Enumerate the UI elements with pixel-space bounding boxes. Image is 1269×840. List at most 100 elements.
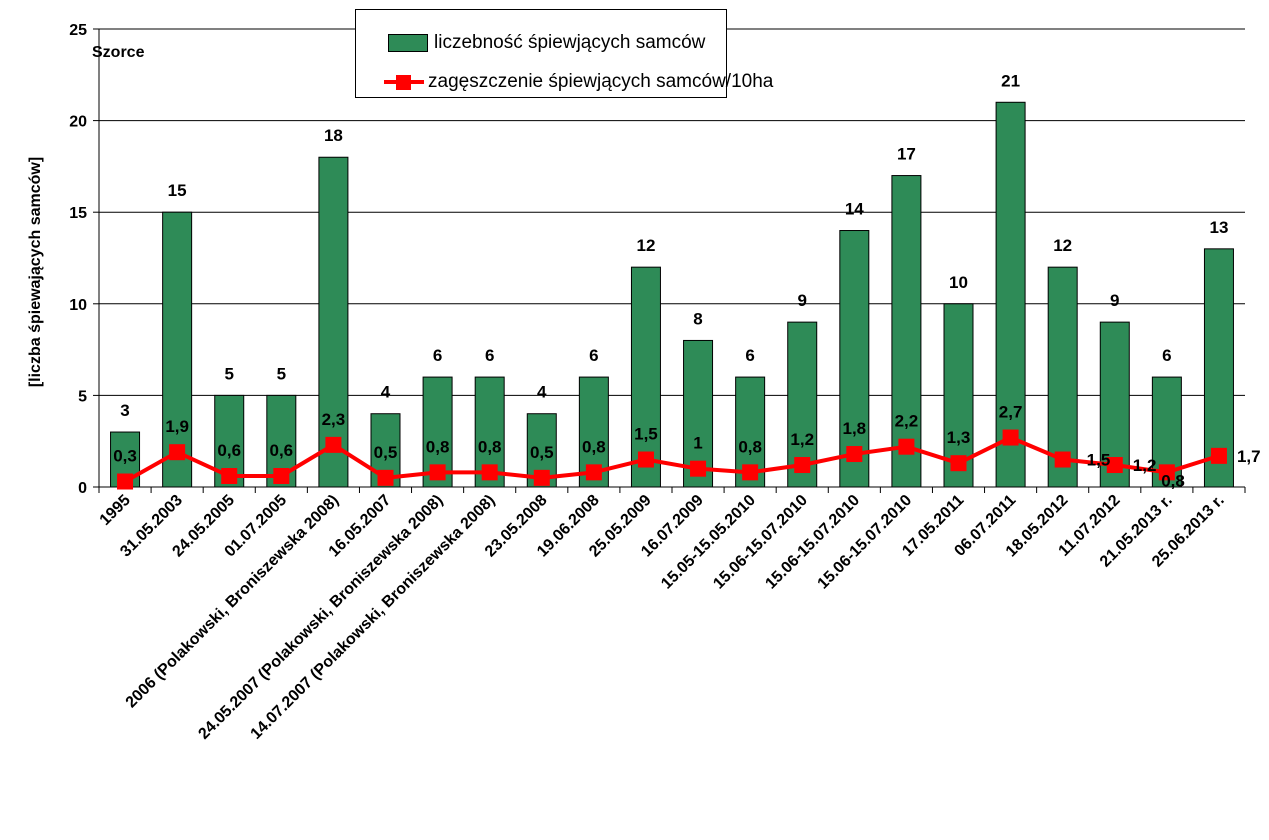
density-marker	[1158, 464, 1175, 481]
density-value-label: 1,2	[1133, 456, 1157, 475]
bar-value-label: 9	[797, 291, 806, 310]
legend-item-line: zagęszczenie śpiewjących samców/10ha	[356, 67, 773, 97]
density-marker	[117, 473, 134, 490]
x-tick-label: 15.06-15.07.2010	[815, 492, 916, 593]
legend-swatch-bar	[388, 34, 428, 52]
legend-label-bar: liczebność śpiewjących samców	[434, 32, 706, 53]
x-tick-label: 24.05.2007 (Polakowski, Broniszewska 200…	[195, 492, 446, 743]
density-marker	[585, 464, 602, 481]
density-series-line	[124, 435, 1220, 484]
bar-value-label: 3	[120, 401, 129, 420]
bar-value-label: 21	[1001, 71, 1020, 90]
x-tick-label: 15.06-15.07.2010	[710, 492, 811, 593]
density-marker	[794, 457, 811, 474]
y-axis-label: [liczba śpiewających samców]	[27, 157, 44, 387]
density-value-label: 1	[693, 434, 702, 453]
y-tick-label: 25	[69, 22, 87, 39]
bar	[891, 175, 922, 488]
legend: liczebność śpiewjących samców zagęszczen…	[355, 9, 773, 98]
density-value-label: 2,7	[999, 403, 1023, 422]
y-tick-label: 0	[78, 480, 87, 497]
legend-item-bar: liczebność śpiewjących samców	[356, 28, 705, 58]
density-value-label: 2,2	[895, 412, 919, 431]
bar-value-label: 4	[381, 383, 391, 402]
y-tick-label: 10	[69, 297, 87, 314]
density-marker	[950, 455, 967, 472]
bar-value-label: 17	[897, 145, 916, 164]
bar	[995, 101, 1026, 488]
bar-value-label: 13	[1209, 218, 1228, 237]
bar-value-label: 12	[1053, 236, 1072, 255]
bar-value-label: 8	[693, 309, 702, 328]
bar	[630, 266, 661, 488]
y-tick-label: 15	[69, 205, 87, 222]
y-tick-label: 5	[78, 388, 87, 405]
x-tick-label: 14.07.2007 (Polakowski, Broniszewska 200…	[248, 492, 499, 743]
density-value-label: 0,3	[113, 447, 137, 466]
density-marker	[1106, 457, 1123, 474]
bar-value-label: 4	[537, 383, 547, 402]
density-value-label: 0,8	[1161, 471, 1185, 490]
bar	[839, 230, 870, 488]
bar-value-label: 14	[845, 200, 864, 219]
density-value-label: 0,6	[217, 441, 241, 460]
legend-label-line: zagęszczenie śpiewjących samców/10ha	[428, 71, 774, 92]
bars	[110, 101, 1234, 488]
density-marker	[169, 444, 186, 461]
density-marker	[1054, 451, 1071, 468]
density-value-label: 1,8	[842, 419, 866, 438]
bar	[1047, 266, 1078, 488]
density-marker	[742, 464, 759, 481]
density-value-label: 1,9	[165, 417, 189, 436]
bar-value-label: 5	[277, 364, 286, 383]
x-tick-label: 15.05-15.05.2010	[658, 492, 759, 593]
density-marker	[846, 446, 863, 463]
density-marker	[533, 469, 550, 486]
density-value-label: 1,5	[634, 425, 658, 444]
density-value-label: 1,3	[947, 428, 971, 447]
bar-value-label: 6	[745, 346, 754, 365]
corner-label: Szorce	[92, 44, 145, 61]
density-marker	[273, 468, 290, 485]
density-value-label: 1,7	[1237, 447, 1261, 466]
density-line	[117, 429, 1227, 490]
bar-value-label: 5	[224, 364, 233, 383]
density-marker	[1210, 447, 1227, 464]
density-marker	[690, 460, 707, 477]
bar-value-label: 10	[949, 273, 968, 292]
axes	[93, 28, 1246, 493]
density-marker	[377, 469, 394, 486]
density-value-label: 1,5	[1087, 451, 1111, 470]
density-value-label: 0,6	[269, 441, 293, 460]
bar-value-label: 6	[1162, 346, 1171, 365]
density-marker	[1002, 429, 1019, 446]
bar-value-label: 18	[324, 126, 343, 145]
bar-value-label: 6	[589, 346, 598, 365]
density-marker	[898, 438, 915, 455]
density-marker	[429, 464, 446, 481]
bar-value-label: 9	[1110, 291, 1119, 310]
density-value-label: 2,3	[322, 410, 346, 429]
bar-value-label: 15	[168, 181, 187, 200]
bar	[1203, 248, 1234, 488]
density-marker	[221, 468, 238, 485]
x-tick-label: 15.06-15.07.2010	[762, 492, 863, 593]
density-marker	[325, 436, 342, 453]
y-tick-label: 20	[69, 114, 87, 131]
density-value-label: 0,8	[738, 437, 762, 456]
density-value-label: 0,5	[374, 443, 398, 462]
density-value-label: 0,8	[582, 437, 606, 456]
data-labels: 3 15 5 5 18 4 6 6 4 6 12 8 6 9 14 17 10 21 12 9 6 13 0,3 1,9 0,6…	[113, 71, 1260, 490]
density-value-label: 0,8	[426, 437, 450, 456]
density-value-label: 1,2	[790, 430, 814, 449]
density-value-label: 0,8	[478, 437, 502, 456]
legend-swatch-line	[384, 73, 424, 91]
bar-value-label: 6	[485, 346, 494, 365]
density-marker	[637, 451, 654, 468]
bar-value-label: 6	[433, 346, 442, 365]
density-value-label: 0,5	[530, 443, 554, 462]
bar	[318, 156, 349, 488]
bar-value-label: 12	[636, 236, 655, 255]
x-tick-label: 1995	[97, 492, 134, 529]
